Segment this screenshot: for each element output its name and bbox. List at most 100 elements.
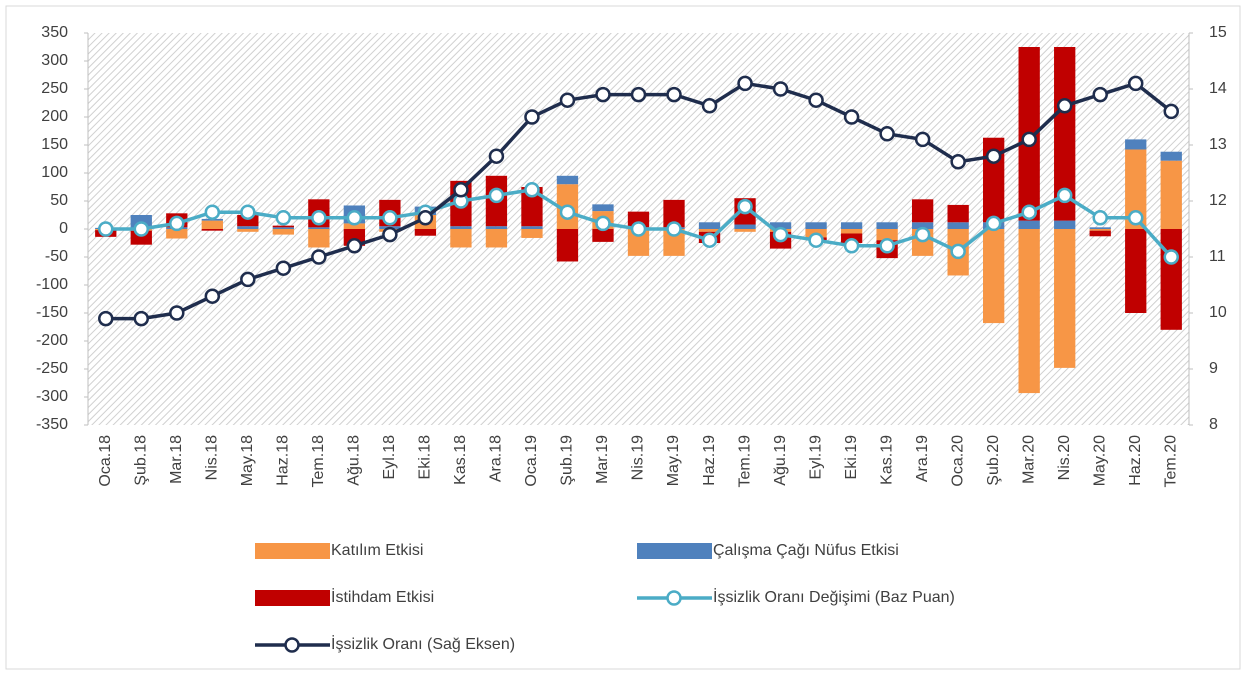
marker <box>204 288 221 304</box>
marker <box>985 215 1002 232</box>
y2-tick-label: 15 <box>1209 24 1227 41</box>
x-tick-label: Nis.20 <box>1056 435 1073 480</box>
marker <box>311 249 327 265</box>
bar <box>485 229 508 248</box>
x-tick-label: Tem.19 <box>736 435 753 488</box>
y2-tick-label: 12 <box>1209 192 1227 209</box>
marker <box>133 310 150 327</box>
marker <box>1092 86 1108 103</box>
y2-tick-label: 14 <box>1209 80 1227 97</box>
bar <box>237 229 259 232</box>
x-tick-label: Tem.20 <box>1162 435 1179 488</box>
bar <box>840 222 863 229</box>
bar <box>1160 229 1182 330</box>
marker <box>595 215 611 232</box>
x-tick-label: Haz.20 <box>1127 435 1144 486</box>
marker <box>382 210 398 226</box>
x-tick-label: Kas.18 <box>452 435 469 485</box>
bar <box>663 229 685 256</box>
marker <box>701 232 718 248</box>
bar <box>556 175 579 185</box>
x-tick-label: Ara.19 <box>914 435 931 482</box>
marker <box>169 215 185 232</box>
marker <box>240 204 256 220</box>
y2-tick-label: 9 <box>1209 360 1218 377</box>
bar <box>1018 229 1040 394</box>
bar <box>734 229 756 232</box>
marker <box>879 126 895 142</box>
marker <box>950 243 966 260</box>
y-tick-label: -50 <box>45 248 68 265</box>
bar <box>1125 229 1147 313</box>
bar <box>308 227 330 229</box>
marker <box>559 204 576 220</box>
marker <box>346 238 363 254</box>
legend-swatch <box>255 590 330 606</box>
marker <box>879 238 895 254</box>
bar <box>485 226 508 229</box>
marker <box>559 92 576 108</box>
y-tick-label: 50 <box>50 192 68 209</box>
marker <box>311 210 327 226</box>
y-tick-label: -250 <box>36 360 68 377</box>
bar <box>201 229 223 231</box>
bar <box>237 226 259 229</box>
marker <box>843 238 860 254</box>
x-tick-label: May.20 <box>1091 435 1108 486</box>
marker <box>985 148 1002 164</box>
y-tick-label: -300 <box>36 388 68 405</box>
x-tick-label: Oca.19 <box>523 435 540 487</box>
bar <box>663 199 685 228</box>
bar <box>1089 229 1111 231</box>
bar <box>272 225 294 228</box>
bar <box>592 229 614 242</box>
legend-label: Katılım Etkisi <box>331 542 423 559</box>
legend-label: İşsizlik Oranı Değişimi (Baz Puan) <box>713 587 955 606</box>
bar <box>556 229 579 262</box>
bar <box>911 199 934 223</box>
legend-marker <box>666 590 682 606</box>
y-tick-label: 200 <box>41 108 68 125</box>
x-tick-label: Oca.18 <box>97 435 114 487</box>
x-tick-label: Eki.18 <box>417 435 434 480</box>
y-tick-label: 350 <box>41 24 68 41</box>
marker <box>98 221 114 237</box>
y-tick-label: -100 <box>36 276 68 293</box>
x-tick-label: Eyl.18 <box>381 435 398 480</box>
marker <box>98 310 114 327</box>
x-tick-label: Oca.20 <box>949 435 966 487</box>
marker <box>1021 131 1037 148</box>
marker <box>1021 204 1037 220</box>
marker <box>737 75 753 92</box>
x-tick-label: Nis.18 <box>204 435 221 480</box>
marker <box>275 260 292 276</box>
bar <box>840 229 863 234</box>
y2-tick-label: 8 <box>1209 416 1218 433</box>
marker <box>737 198 753 215</box>
bar <box>1054 47 1076 221</box>
bar <box>166 229 188 239</box>
x-tick-label: May.19 <box>665 435 682 486</box>
x-tick-label: Ara.18 <box>488 435 505 482</box>
bar <box>1054 220 1076 229</box>
marker <box>275 210 292 226</box>
legend-swatch <box>637 543 712 559</box>
marker <box>1127 210 1144 226</box>
bar <box>272 227 294 229</box>
x-tick-label: Ağu.19 <box>772 435 789 486</box>
y-tick-label: -350 <box>36 416 68 433</box>
x-tick-label: Eki.19 <box>843 435 860 480</box>
bar <box>1089 230 1111 237</box>
bar <box>698 229 721 232</box>
marker <box>1163 103 1179 120</box>
y-tick-label: -200 <box>36 332 68 349</box>
marker <box>524 109 540 125</box>
marker <box>346 210 363 226</box>
x-tick-label: Tem.18 <box>310 435 327 488</box>
legend-swatch <box>255 543 330 559</box>
bar <box>414 229 437 236</box>
y-tick-label: 250 <box>41 80 68 97</box>
bar <box>876 229 898 241</box>
